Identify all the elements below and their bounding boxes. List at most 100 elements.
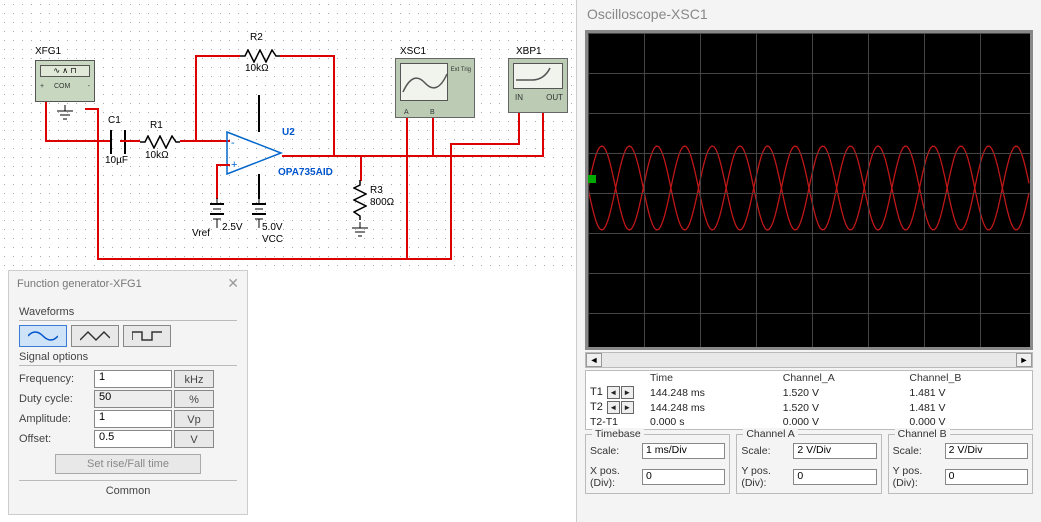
c1-name: C1 [108, 115, 121, 126]
timebase-box: Timebase Scale:1 ms/Div X pos.(Div):0 [585, 434, 730, 494]
r1-value: 10kΩ [145, 150, 169, 161]
col-cha: Channel_A [779, 371, 906, 385]
wire [406, 118, 408, 144]
frequency-input[interactable]: 1 [94, 370, 172, 388]
wire [406, 142, 408, 260]
chb-scale-input[interactable]: 2 V/Div [945, 443, 1028, 459]
gnd-icon [350, 222, 370, 243]
ext-trig-label: Ext Trig [451, 67, 471, 73]
t2-b: 1.481 V [905, 400, 1032, 415]
scope-screen[interactable] [585, 30, 1033, 350]
amplitude-unit[interactable]: Vp [174, 410, 214, 428]
chb-ypos-input[interactable]: 0 [945, 469, 1028, 485]
scope-grid [588, 33, 1030, 347]
svg-text:-: - [231, 137, 235, 149]
t2-nudge[interactable]: ◄► [606, 401, 634, 414]
dt-b: 0.000 V [905, 415, 1032, 429]
r3-symbol [353, 180, 367, 223]
wire [333, 55, 335, 157]
wire [45, 140, 110, 142]
vcc-name: VCC [262, 234, 283, 245]
frequency-unit[interactable]: kHz [174, 370, 214, 388]
wire [258, 174, 260, 199]
xfg1-label: XFG1 [35, 46, 61, 57]
wire [97, 110, 99, 260]
wire [432, 118, 434, 157]
vref-val: 2.5V [222, 222, 243, 233]
offset-label: Offset: [19, 433, 94, 445]
wire [482, 155, 544, 157]
offset-input[interactable]: 0.5 [94, 430, 172, 448]
chb-scale-label: Scale: [893, 445, 945, 457]
dt-a: 0.000 V [779, 415, 906, 429]
cha-scale-input[interactable]: 2 V/Div [793, 443, 876, 459]
t1-b: 1.481 V [905, 385, 1032, 400]
dt-label: T2-T1 [586, 415, 646, 429]
timebase-title: Timebase [592, 428, 644, 440]
waveform-sine-button[interactable] [19, 325, 67, 347]
cursor-marker-icon[interactable] [588, 175, 596, 183]
channel-b-box: Channel B Scale:2 V/Div Y pos.(Div):0 [888, 434, 1033, 494]
t2-a: 1.520 V [779, 400, 906, 415]
waveform-square-button[interactable] [123, 325, 171, 347]
wire [360, 156, 362, 181]
tb-scale-label: Scale: [590, 445, 642, 457]
wire [406, 258, 452, 260]
scroll-right-icon[interactable]: ► [1016, 353, 1032, 367]
gnd-icon [55, 105, 75, 126]
offset-unit[interactable]: V [174, 430, 214, 448]
c1-value: 10µF [105, 155, 128, 166]
wire [450, 143, 452, 260]
u2-name: U2 [282, 127, 295, 138]
xbp1-label: XBP1 [516, 46, 542, 57]
ch-b-label: B [430, 109, 435, 116]
frequency-label: Frequency: [19, 373, 94, 385]
r3-value: 800Ω [370, 197, 394, 208]
amplitude-input[interactable]: 1 [94, 410, 172, 428]
xsc1-instrument[interactable]: Ext Trig A B [395, 58, 475, 118]
wire [120, 140, 140, 142]
wire [216, 164, 230, 166]
t1-label: T1 [590, 386, 603, 398]
t2-label: T2 [590, 401, 603, 413]
scroll-left-icon[interactable]: ◄ [586, 353, 602, 367]
wire [85, 108, 99, 110]
xfg1-instrument[interactable]: ∿ ∧ ⊓ + COM - [35, 60, 95, 102]
col-time: Time [646, 371, 779, 385]
wire [518, 113, 520, 145]
function-generator-panel: Function generator-XFG1 ✕ Waveforms Sign… [8, 270, 248, 515]
scope-scrollbar[interactable]: ◄ ► [585, 352, 1033, 368]
u2-part: OPA735AID [278, 167, 333, 178]
wire [542, 113, 544, 157]
set-rise-fall-button[interactable]: Set rise/Fall time [55, 454, 201, 474]
xbp1-instrument[interactable]: IN OUT [508, 58, 568, 113]
xfg-com-label: COM [54, 83, 70, 90]
wire [180, 140, 230, 142]
wire [282, 155, 482, 157]
xsc1-label: XSC1 [400, 46, 426, 57]
out-label: OUT [546, 93, 563, 102]
waveform-triangle-button[interactable] [71, 325, 119, 347]
t1-nudge[interactable]: ◄► [606, 386, 634, 399]
tb-xpos-label: X pos.(Div): [590, 465, 642, 489]
cha-ypos-input[interactable]: 0 [793, 469, 876, 485]
wire [450, 143, 520, 145]
t2-time: 144.248 ms [646, 400, 779, 415]
tb-xpos-input[interactable]: 0 [642, 469, 725, 485]
wire [195, 55, 240, 57]
r3-name: R3 [370, 185, 383, 196]
cha-scale-label: Scale: [741, 445, 793, 457]
scope-title: Oscilloscope-XSC1 [577, 0, 1041, 28]
wire [280, 55, 335, 57]
chb-title: Channel B [895, 428, 950, 440]
cursor-table: Time Channel_A Channel_B T1 ◄► 144.248 m… [585, 370, 1033, 430]
tb-scale-input[interactable]: 1 ms/Div [642, 443, 725, 459]
t1-a: 1.520 V [779, 385, 906, 400]
wire [216, 164, 218, 199]
vcc-val: 5.0V [262, 222, 283, 233]
close-icon[interactable]: ✕ [227, 275, 239, 292]
waveforms-label: Waveforms [19, 306, 237, 318]
duty-input: 50 [94, 390, 172, 408]
wire [45, 102, 47, 142]
t1-time: 144.248 ms [646, 385, 779, 400]
